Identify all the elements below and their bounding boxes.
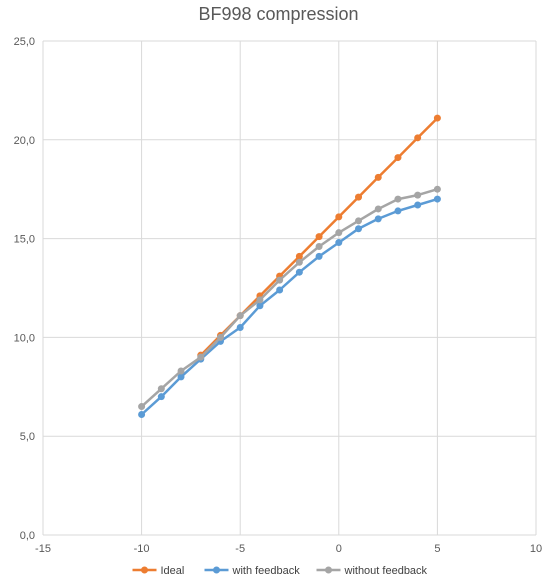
legend-swatch-marker [325,566,332,574]
y-tick-label: 10,0 [14,332,35,344]
data-point [335,213,343,221]
data-point [374,173,382,181]
x-tick-label: 10 [530,543,542,555]
data-point [335,229,343,237]
chart-title: BF998 compression [198,4,359,24]
data-point [433,185,441,193]
data-point [256,296,264,304]
data-point [157,385,165,393]
data-point [315,243,323,251]
y-tick-label: 20,0 [14,135,35,147]
data-point [414,134,422,142]
y-tick-label: 25,0 [14,36,35,48]
data-point [394,207,402,215]
data-point [138,403,146,411]
data-point [355,225,363,233]
legend-label: with feedback [232,565,301,577]
y-tick-label: 15,0 [14,234,35,246]
x-tick-label: -10 [134,543,150,555]
x-tick-label: -5 [235,543,245,555]
data-point [315,233,323,241]
data-point [374,205,382,213]
data-point [374,215,382,223]
legend-swatch-marker [141,566,148,574]
data-point [276,276,284,284]
data-point [433,114,441,122]
data-point [355,193,363,201]
x-tick-label: 0 [336,543,342,555]
data-point [414,191,422,199]
legend-label: without feedback [344,565,428,577]
legend-label: Ideal [161,565,185,577]
series-line-3 [140,187,439,408]
data-point [236,312,244,320]
data-point [394,195,402,203]
data-point [197,353,205,361]
data-point [177,373,185,381]
data-point [177,367,185,375]
data-point [295,252,303,260]
y-tick-label: 5,0 [20,431,35,443]
data-point [256,302,264,310]
data-point [276,286,284,294]
data-point [157,393,165,401]
data-point [138,410,146,418]
data-point [433,195,441,203]
data-point [216,333,224,341]
data-point [295,268,303,276]
series-line-2 [140,197,439,416]
data-point [295,258,303,266]
data-point [414,201,422,209]
x-tick-label: 5 [434,543,440,555]
data-point [236,324,244,332]
legend-swatch-marker [213,566,220,574]
x-tick-label: -15 [35,543,51,555]
data-point [315,252,323,260]
data-point [335,239,343,247]
data-point [394,154,402,162]
data-point [355,217,363,225]
y-tick-label: 0,0 [20,530,35,542]
